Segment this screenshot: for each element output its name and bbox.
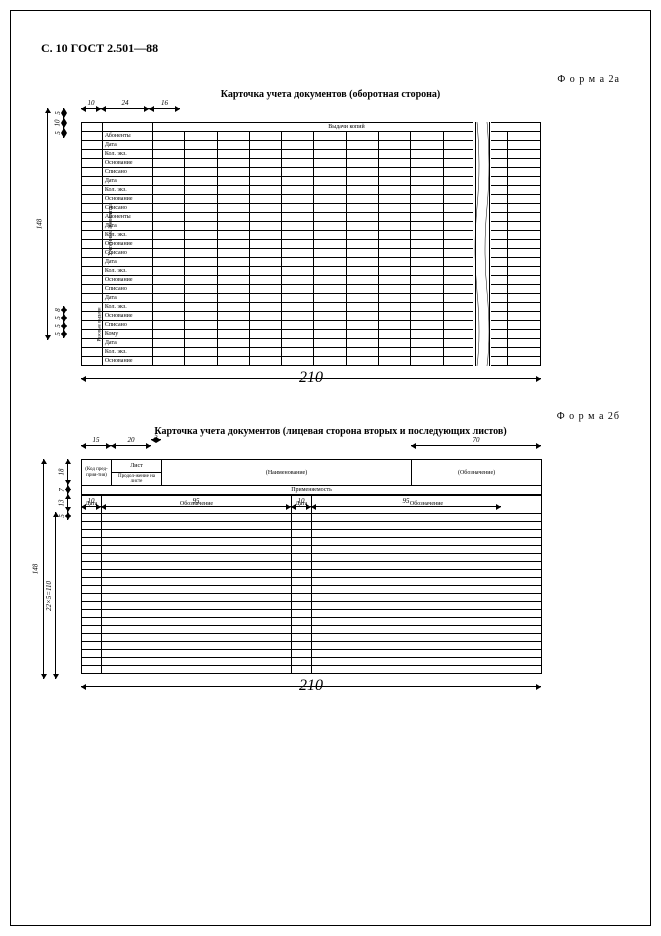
row-label: Кол. экз.: [102, 150, 152, 159]
row-label: Кол. экз.: [102, 267, 152, 276]
row-label: Основание: [102, 159, 152, 168]
form-2a-table: Выдачи копий АбонентыДатаКол. экз.Основа…: [81, 122, 541, 366]
row-label: Кому: [102, 330, 152, 339]
row-label: Дата: [102, 339, 152, 348]
row-label: Абоненты: [102, 132, 152, 141]
form-label-2b: Ф о р м а 2б: [41, 411, 620, 422]
row-label: Основание: [102, 195, 152, 204]
side-group-label: Учтенные абоненты: [108, 204, 114, 256]
row-label: Основание: [102, 312, 152, 321]
row-label: Кол. экз.: [102, 348, 152, 357]
page-header: С. 10 ГОСТ 2.501—88: [41, 41, 620, 56]
row-label: Дата: [102, 141, 152, 150]
side-small-label: Разовые выдачи: [98, 307, 103, 341]
form-2b-diagram: 148 22×5=110 18 7 13 5 15 20 5 70 (Код п…: [81, 445, 541, 694]
row-label: Дата: [102, 294, 152, 303]
row-label: Кол. экз.: [102, 186, 152, 195]
bottom-dim-2a: 210: [81, 369, 541, 387]
row-label: Кол. экз.: [102, 303, 152, 312]
row-label: Основание: [102, 357, 152, 366]
form-label-2a: Ф о р м а 2а: [41, 74, 620, 85]
bottom-dim-2b: 210: [81, 677, 541, 695]
row-label: Списано: [102, 321, 152, 330]
row-label: Списано: [102, 168, 152, 177]
row-label: Дата: [102, 258, 152, 267]
tear-mark: [473, 122, 491, 366]
row-label: Дата: [102, 177, 152, 186]
row-label: Основание: [102, 276, 152, 285]
form-2b-table: (Код пред-прия-тия) Лист (Наименование) …: [81, 459, 542, 495]
form-2a-diagram: 148 5 10 5 8 5 5 5 10 24 16 Выдачи копий: [81, 108, 541, 386]
row-label: Списано: [102, 285, 152, 294]
